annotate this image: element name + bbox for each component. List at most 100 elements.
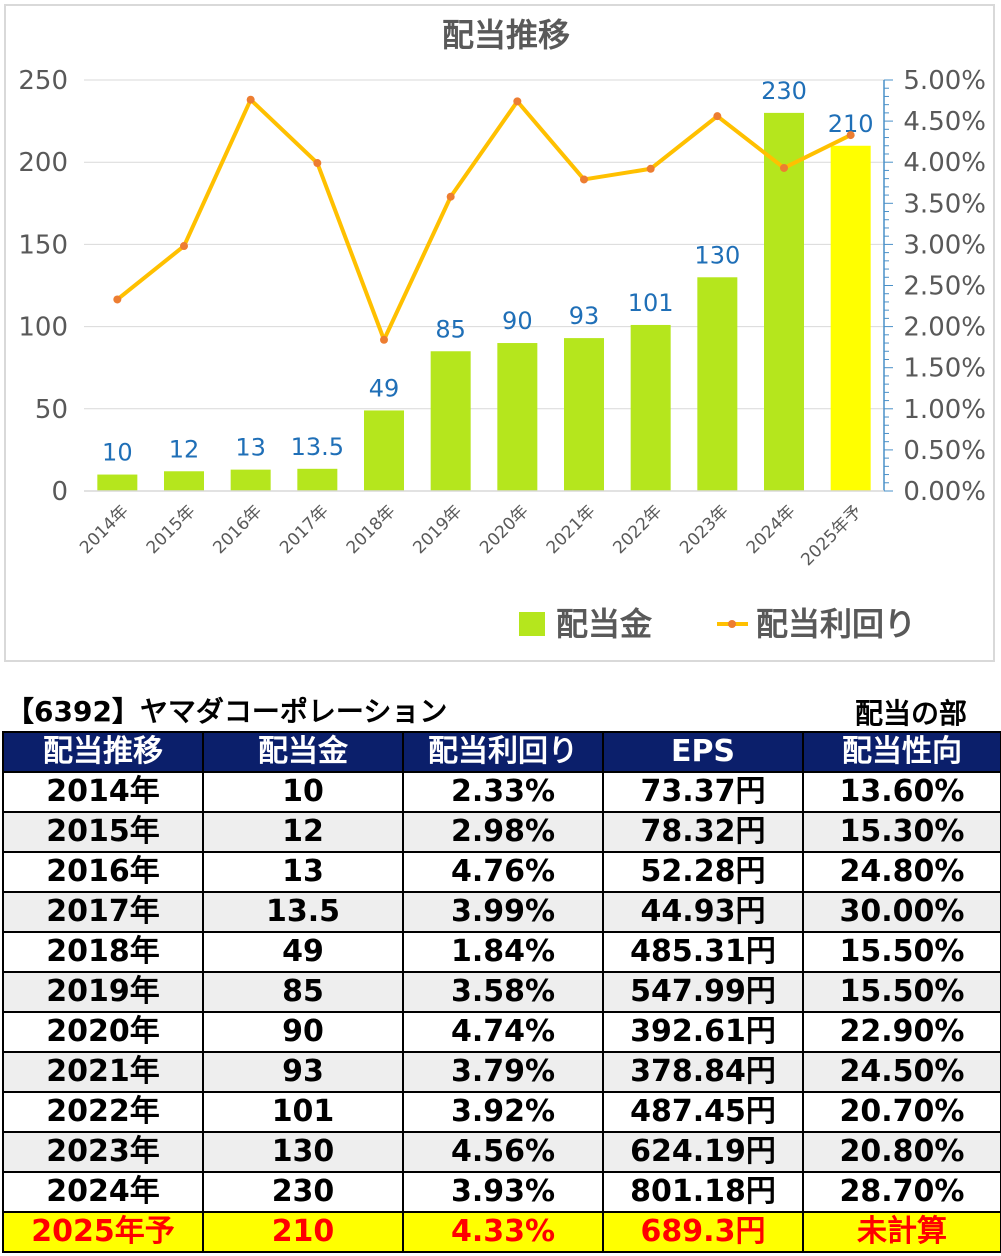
table-cell: 73.37円 — [602, 771, 804, 813]
bar — [630, 324, 671, 491]
table-row: 2014年 10 2.33% 73.37円 13.60% — [2, 771, 1001, 813]
table-cell: 130 — [202, 1131, 404, 1173]
y-right-tick-label: 0.00% — [903, 477, 986, 507]
x-tick-label: 2015年 — [143, 501, 200, 558]
table-cell: 624.19円 — [602, 1131, 804, 1173]
table-cell: 52.28円 — [602, 851, 804, 893]
table-cell: 2015年 — [2, 811, 204, 853]
bar — [830, 145, 871, 491]
table-row: 2018年 49 1.84% 485.31円 15.50% — [2, 931, 1001, 973]
table-cell: 15.50% — [802, 971, 1001, 1013]
table-cell: 3.58% — [402, 971, 604, 1013]
table-cell: 101 — [202, 1091, 404, 1133]
table-row: 2020年 90 4.74% 392.61円 22.90% — [2, 1011, 1001, 1053]
y-right-tick-label: 1.00% — [903, 395, 986, 425]
yield-point — [580, 175, 588, 184]
y-right-tick-label: 3.50% — [903, 189, 986, 219]
table-cell: 90 — [202, 1011, 404, 1053]
table-cell: 801.18円 — [602, 1171, 804, 1213]
x-tick-label: 2021年 — [543, 501, 600, 558]
y-right-tick-label: 1.50% — [903, 354, 986, 384]
table-cell: 24.50% — [802, 1051, 1001, 1093]
table-row: 2024年 230 3.93% 801.18円 28.70% — [2, 1171, 1001, 1213]
bar — [97, 474, 138, 491]
y-left-tick-label: 0 — [51, 477, 68, 507]
table-cell: 4.74% — [402, 1011, 604, 1053]
table-cell: 230 — [202, 1171, 404, 1213]
column-header: 配当推移 — [2, 731, 204, 773]
table-cell: 3.93% — [402, 1171, 604, 1213]
column-header: 配当金 — [202, 731, 404, 773]
table-cell: 28.70% — [802, 1171, 1001, 1213]
yield-point — [313, 159, 322, 168]
table-cell: 22.90% — [802, 1011, 1001, 1053]
table-cell: 2.98% — [402, 811, 604, 853]
legend-swatch-bar — [519, 612, 545, 636]
table-cell: 30.00% — [802, 891, 1001, 933]
chart-frame — [4, 4, 995, 662]
y-right-tick-label: 3.00% — [903, 230, 986, 260]
table-cell: 15.50% — [802, 931, 1001, 973]
table-cell: 24.80% — [802, 851, 1001, 893]
bar — [764, 112, 804, 491]
y-left-tick-label: 100 — [18, 313, 68, 343]
bar-value-label: 10 — [102, 439, 133, 467]
table-cell: 4.76% — [402, 851, 604, 893]
table-cell: 2023年 — [2, 1131, 204, 1173]
table-cell: 4.33% — [402, 1211, 604, 1253]
table-row: 2023年 130 4.56% 624.19円 20.80% — [2, 1131, 1001, 1173]
company-title: 【6392】ヤマダコーポレーション — [6, 695, 448, 728]
bar — [697, 277, 738, 491]
table-cell: 10 — [202, 771, 404, 813]
x-tick-label: 2018年 — [343, 501, 400, 558]
table-cell: 13.60% — [802, 771, 1001, 813]
column-header: EPS — [602, 731, 804, 773]
table-cell: 2016年 — [2, 851, 204, 893]
table-cell: 49 — [202, 931, 404, 973]
table-cell: 3.79% — [402, 1051, 604, 1093]
table-row: 2022年 101 3.92% 487.45円 20.70% — [2, 1091, 1001, 1133]
table-cell: 2024年 — [2, 1171, 204, 1213]
yield-line — [116, 97, 852, 342]
table-cell: 78.32円 — [602, 811, 804, 853]
table-cell: 12 — [202, 811, 404, 853]
x-tick-label: 2016年 — [209, 501, 266, 558]
table-cell: 547.99円 — [602, 971, 804, 1013]
chart-title: 配当推移 — [442, 16, 570, 54]
bar-value-label: 13 — [235, 434, 266, 462]
table-cell: 3.92% — [402, 1091, 604, 1133]
bar — [230, 469, 271, 491]
table-cell: 210 — [202, 1211, 404, 1253]
yield-point — [380, 335, 388, 344]
table-cell: 13.5 — [202, 891, 404, 933]
x-tick-label: 2023年 — [676, 501, 733, 558]
table-cell: 689.3円 — [602, 1211, 804, 1253]
x-tick-label: 2024年 — [743, 501, 800, 558]
yield-point — [513, 97, 522, 106]
bar-value-label: 130 — [694, 241, 740, 269]
table-cell: 2018年 — [2, 931, 204, 973]
bar — [297, 468, 338, 491]
y-left-tick-label: 150 — [18, 230, 68, 260]
table-cell: 2019年 — [2, 971, 204, 1013]
table-cell: 2.33% — [402, 771, 604, 813]
bar — [497, 343, 538, 491]
bar-value-label: 85 — [435, 315, 466, 343]
table-cell: 2014年 — [2, 771, 204, 813]
x-tick-label: 2019年 — [409, 501, 466, 558]
table-cell: 3.99% — [402, 891, 604, 933]
table-cell: 2017年 — [2, 891, 204, 933]
bar — [364, 410, 404, 491]
y-left-tick-label: 50 — [35, 395, 68, 425]
dividend-chart: 配当推移 0 50 100 150 200 250 0.00% 0.50% 1.00% 1.50% 2… — [18, 16, 986, 643]
yield-point — [780, 163, 788, 172]
yield-point — [180, 242, 188, 251]
bar-value-label: 230 — [761, 77, 807, 105]
x-tick-label: 2020年 — [476, 501, 533, 558]
table-cell: 2021年 — [2, 1051, 204, 1093]
legend-label-line: 配当利回り — [756, 605, 916, 643]
table-cell: 20.70% — [802, 1091, 1001, 1133]
bar-value-label: 93 — [569, 302, 600, 330]
y-right-tick-label: 4.00% — [903, 148, 986, 178]
table-header-row: 配当推移 配当金 配当利回り EPS 配当性向 — [2, 731, 1001, 773]
